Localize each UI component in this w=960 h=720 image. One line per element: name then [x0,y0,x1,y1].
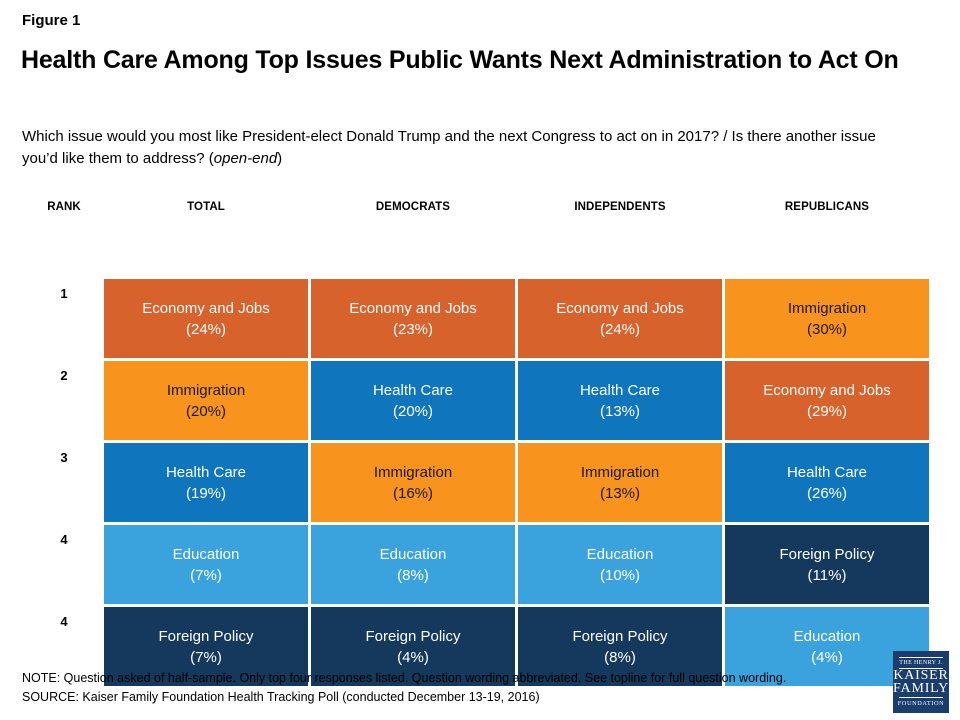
issue-cell-total-rank3: Health Care (19%) [104,443,308,522]
issue-name: Economy and Jobs [142,299,270,317]
issue-cell-democrats-rank2: Health Care (20%) [311,361,515,440]
page-title: Health Care Among Top Issues Public Want… [21,46,899,74]
subtitle-text: Which issue would you most like Presiden… [22,128,876,167]
issue-cell-total-rank4a: Education (7%) [104,525,308,604]
issue-name: Economy and Jobs [763,381,891,399]
rank-number-4a: 4 [60,532,68,547]
column-header-democrats: DEMOCRATS [375,201,451,213]
logo-rule-top [899,657,943,658]
issue-percent: (20%) [185,402,226,420]
issue-cell-total-rank1: Economy and Jobs (24%) [104,279,308,358]
issue-percent: (10%) [599,566,640,584]
column-header-independents: INDEPENDENTS [574,201,666,213]
issue-percent: (20%) [392,402,433,420]
issue-name: Immigration [580,463,660,481]
figure-label: Figure 1 [22,12,81,29]
issue-cell-republicans-rank3: Health Care (26%) [725,443,929,522]
logo-family-text: FAMILY [892,681,950,696]
issue-name: Foreign Policy [779,545,875,563]
issue-percent: (4%) [811,648,843,666]
issue-name: Education [586,545,654,563]
issue-cell-republicans-rank4a: Foreign Policy (11%) [725,525,929,604]
issue-cell-independents-rank1: Economy and Jobs (24%) [518,279,722,358]
rank-table: RANK TOTAL DEMOCRATS INDEPENDENTS REPUBL… [27,197,929,686]
issue-percent: (26%) [806,484,847,502]
issue-cell-democrats-rank1: Economy and Jobs (23%) [311,279,515,358]
issue-percent: (8%) [604,648,636,666]
rank-number-4b: 4 [60,614,68,629]
issue-name: Health Care [165,463,247,481]
issue-cell-democrats-rank3: Immigration (16%) [311,443,515,522]
issue-cell-democrats-rank4a: Education (8%) [311,525,515,604]
issue-name: Education [172,545,240,563]
issue-percent: (4%) [397,648,429,666]
column-header-total: TOTAL [187,201,225,213]
issue-name: Immigration [373,463,453,481]
logo-rule-middle [899,668,943,669]
issue-cell-total-rank4b: Foreign Policy (7%) [104,607,308,686]
note-text: NOTE: Question asked of half-sample. Onl… [22,671,787,685]
logo-rule-bottom [899,697,943,698]
issue-percent: (19%) [185,484,226,502]
issue-name: Health Care [372,381,454,399]
footer: NOTE: Question asked of half-sample. Onl… [22,669,786,707]
issue-name: Foreign Policy [365,627,461,645]
logo-kaiser-text: KAISER [893,668,949,683]
issue-percent: (30%) [806,320,847,338]
rank-number-3: 3 [60,450,68,465]
kff-logo: THE HENRY J. KAISER FAMILY FOUNDATION [893,651,949,713]
issue-percent: (8%) [397,566,429,584]
rank-number-2: 2 [60,368,68,383]
issue-name: Economy and Jobs [349,299,477,317]
subtitle-italic: open-end [213,149,278,167]
issue-percent: (11%) [807,566,847,584]
page-subtitle: Which issue would you most like Presiden… [22,126,906,170]
logo-henry-text: THE HENRY J. [899,660,943,666]
issue-name: Foreign Policy [572,627,668,645]
logo-foundation-text: FOUNDATION [897,700,945,707]
source-text: SOURCE: Kaiser Family Foundation Health … [22,690,540,704]
issue-cell-republicans-rank1: Immigration (30%) [725,279,929,358]
issue-name: Health Care [786,463,868,481]
issue-percent: (23%) [392,320,433,338]
issue-name: Education [793,627,861,645]
issue-cell-total-rank2: Immigration (20%) [104,361,308,440]
issue-cell-independents-rank2: Health Care (13%) [518,361,722,440]
issue-cell-independents-rank3: Immigration (13%) [518,443,722,522]
issue-cell-independents-rank4a: Education (10%) [518,525,722,604]
rank-number-1: 1 [60,286,68,301]
issue-cell-republicans-rank4b: Education (4%) [725,607,929,686]
column-header-rank: RANK [47,201,81,213]
issue-percent: (24%) [185,320,226,338]
issue-percent: (24%) [599,320,640,338]
issue-percent: (29%) [806,402,847,420]
issue-percent: (16%) [392,484,433,502]
issue-cell-independents-rank4b: Foreign Policy (8%) [518,607,722,686]
issue-name: Immigration [787,299,867,317]
issue-cell-republicans-rank2: Economy and Jobs (29%) [725,361,929,440]
issue-name: Economy and Jobs [556,299,684,317]
issue-percent: (13%) [599,402,640,420]
issue-percent: (7%) [190,566,222,584]
issue-name: Foreign Policy [158,627,254,645]
issue-percent: (7%) [190,648,222,666]
column-header-republicans: REPUBLICANS [784,201,870,213]
issue-name: Immigration [166,381,246,399]
issue-name: Health Care [579,381,661,399]
subtitle-suffix: ) [277,149,283,167]
issue-cell-democrats-rank4b: Foreign Policy (4%) [311,607,515,686]
issue-name: Education [379,545,447,563]
issue-percent: (13%) [599,484,640,502]
